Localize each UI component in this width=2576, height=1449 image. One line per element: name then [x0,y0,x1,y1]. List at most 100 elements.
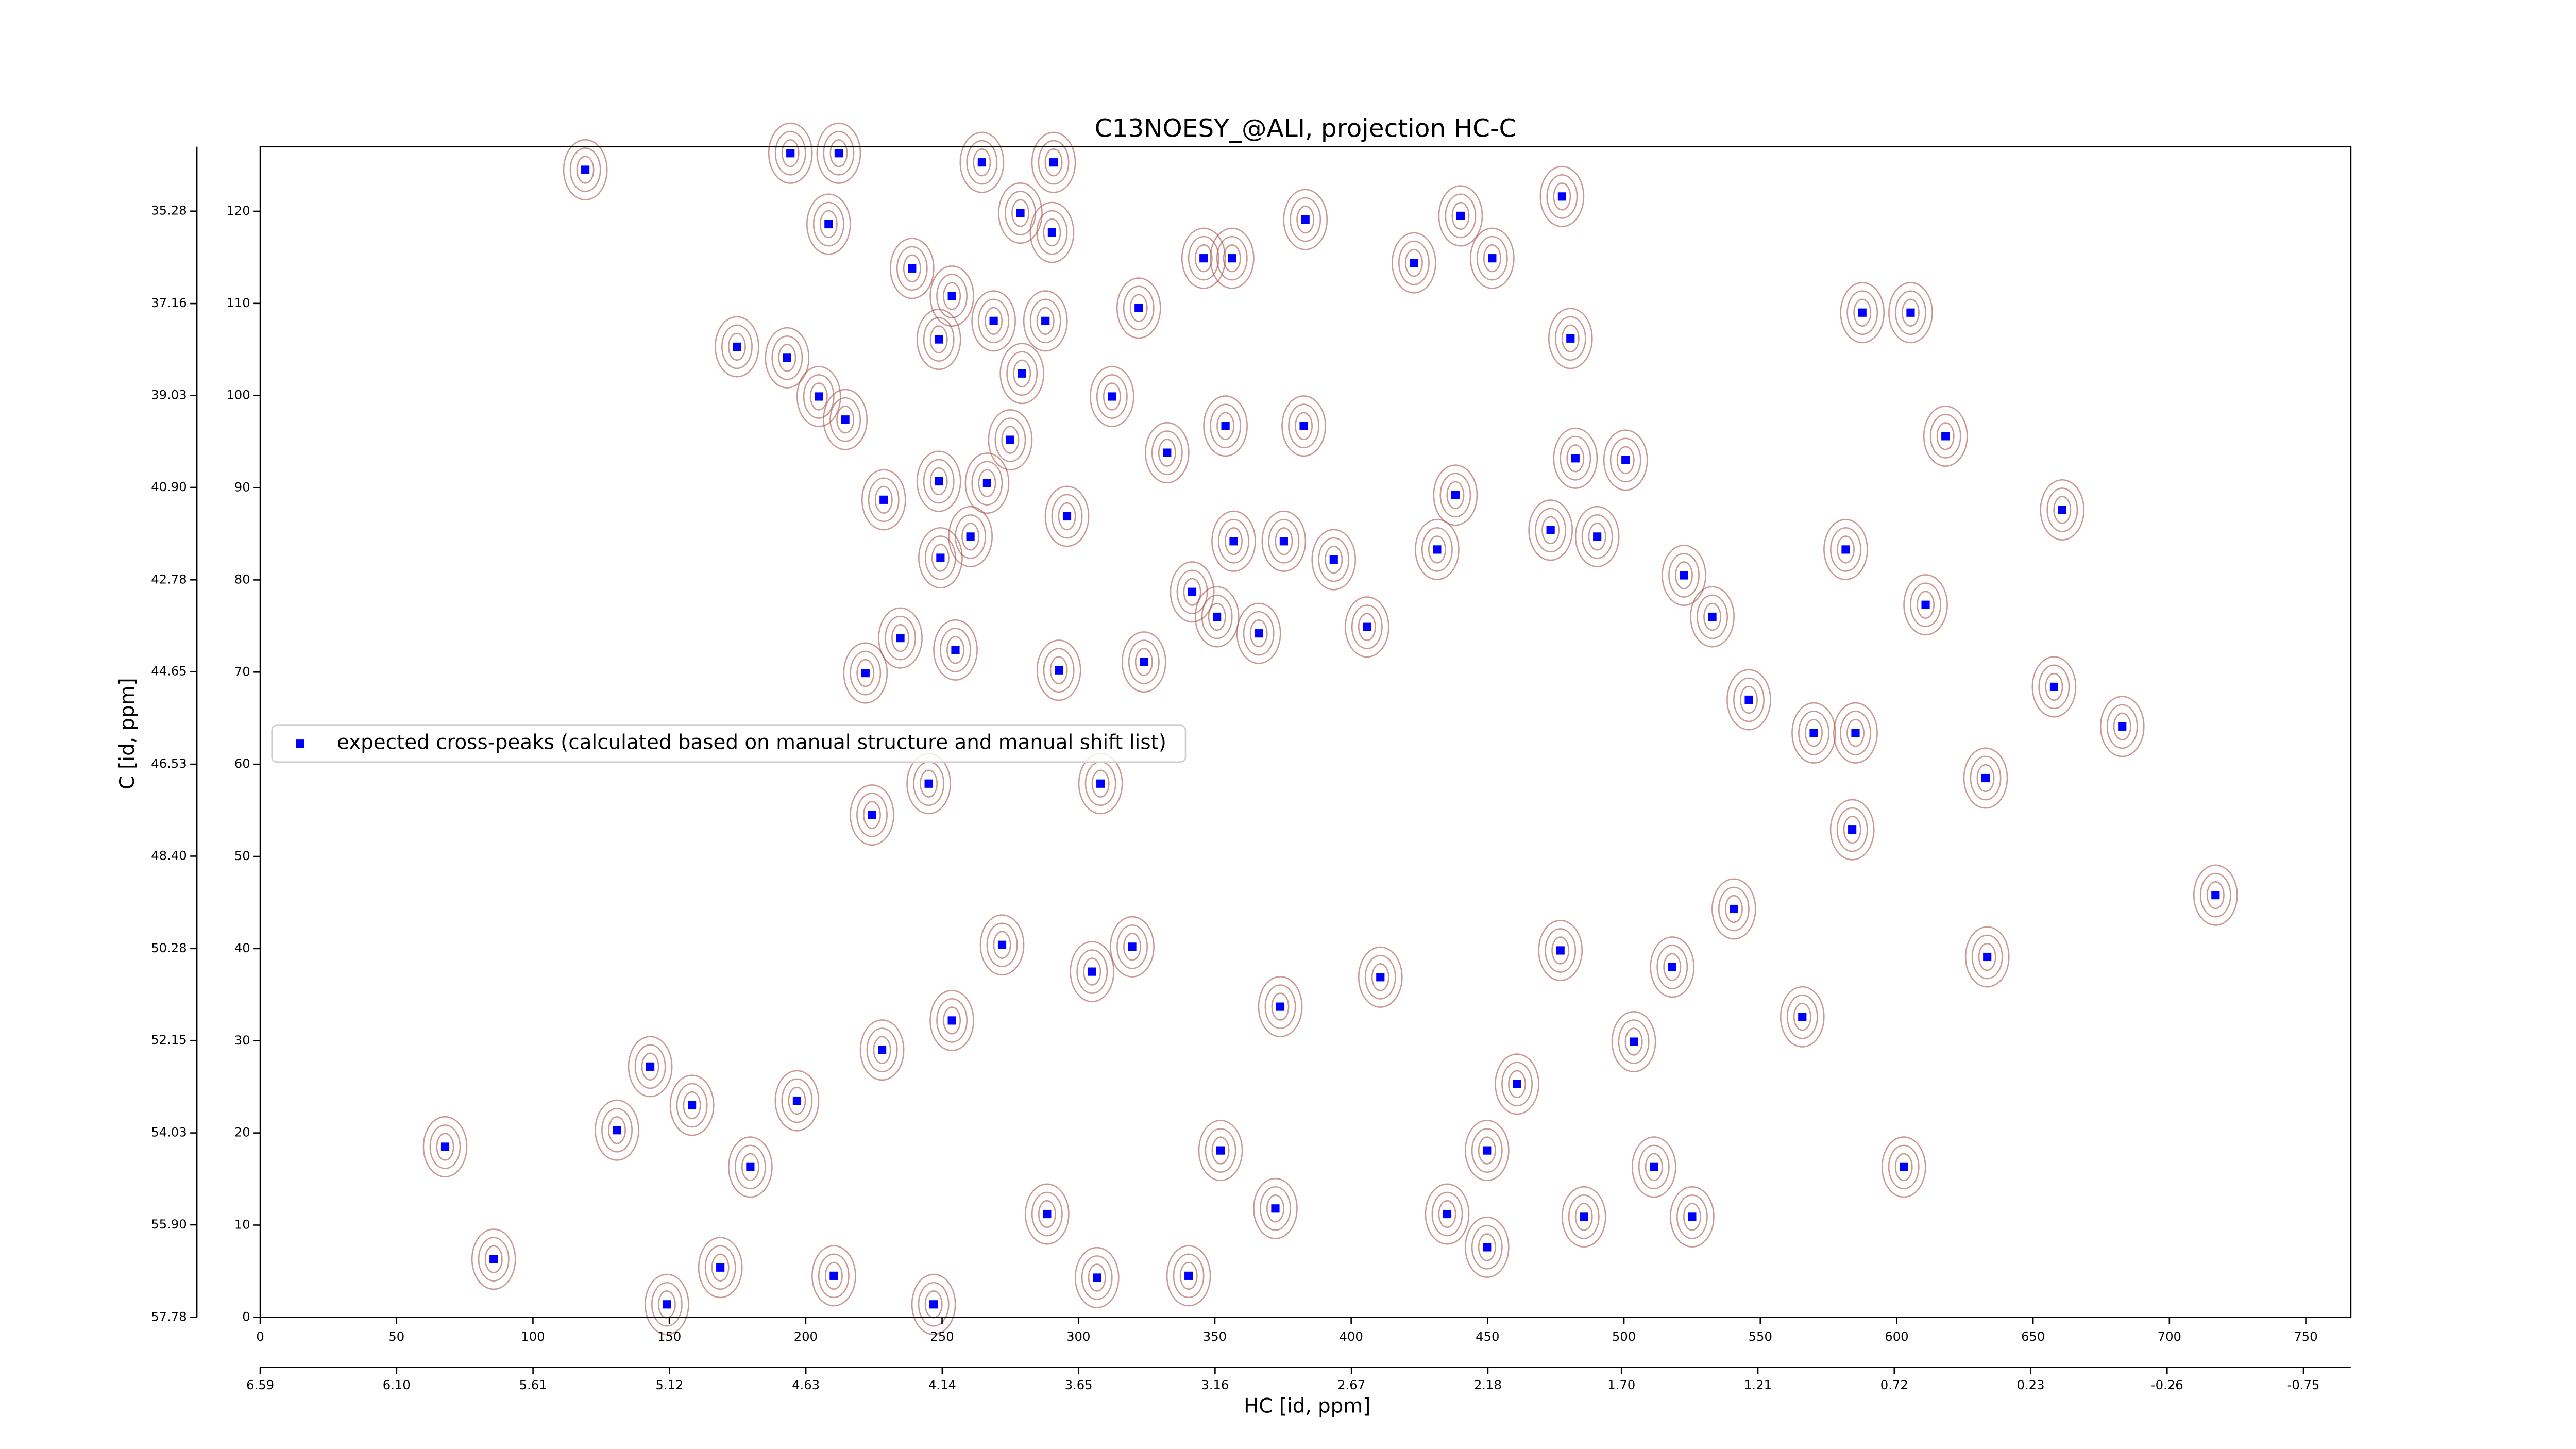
contour [1188,235,1219,281]
cross-peak [1981,773,1990,783]
x2-tick-label: -0.26 [2151,1377,2183,1392]
contour [878,607,923,669]
contour [1535,508,1567,553]
cross-peak [815,392,823,401]
x2-tick-label: 5.12 [655,1377,683,1392]
contour [923,459,955,504]
x2-tick-label: -0.75 [2287,1377,2320,1392]
contour [1001,426,1020,454]
contour [929,467,948,496]
contour [1478,1233,1496,1261]
contour [727,332,746,361]
cross-peak [1199,254,1208,263]
contour [929,989,974,1051]
contour [973,148,991,177]
cross-peak [1093,1273,1101,1282]
legend-label: expected cross-peaks (calculated based o… [337,731,1166,754]
x-tick-label: 200 [794,1329,818,1344]
contour [1917,591,1935,619]
y2-tick-label: 50.28 [151,940,187,955]
contour [788,1086,806,1115]
contour [1043,218,1061,247]
contour [966,140,998,185]
y2-tick-label: 39.03 [151,387,187,402]
contour [1044,148,1063,177]
y-tick-label: 40 [234,940,250,955]
contour [1179,1261,1198,1290]
contour [1548,308,1593,369]
contour [1603,429,1648,491]
contour [1051,494,1083,539]
cross-peak [935,335,943,344]
contour [1043,648,1075,693]
contour [2106,704,2138,749]
contour [896,246,928,291]
contour [1588,523,1606,551]
cross-peak [746,1162,755,1171]
contour [1428,535,1446,564]
x2-tick-label: 1.70 [1607,1377,1635,1392]
contour [429,1124,461,1169]
cross-peak [1228,254,1236,263]
contour [1881,1136,1926,1198]
contour [999,343,1045,405]
contour [1970,755,2002,801]
contour [874,485,893,514]
cross-peak [1546,526,1555,534]
contour [1846,719,1865,747]
contour [1243,611,1275,656]
contour [1205,1128,1236,1173]
x-tick-label: 0 [256,1329,264,1344]
contour [1290,197,1321,242]
cross-peak [1055,666,1063,675]
contour [1901,298,1920,327]
cross-peak [663,1300,671,1309]
contour [1173,1253,1205,1299]
cross-peak [966,532,975,541]
cross-peak [1941,432,1950,441]
contour [1031,131,1076,193]
contour [1439,473,1471,518]
contour [823,389,868,450]
cross-peak [1668,963,1676,971]
contour [1541,516,1560,545]
contour [1793,1003,1811,1031]
contour [936,998,968,1043]
contour [948,506,993,567]
contour [1288,403,1319,449]
contour [929,325,948,353]
contour [1697,594,1728,639]
contour [1203,395,1248,457]
cross-peak [2049,682,2058,692]
cross-peak [1483,1146,1492,1155]
contour [1581,514,1613,559]
x-tick-label: 350 [1203,1329,1227,1344]
contour [1116,277,1161,339]
contour [955,514,987,559]
cross-peak [1708,612,1717,621]
contour [1618,1019,1650,1064]
cross-peak [1809,729,1818,737]
cross-peak [1276,1002,1285,1011]
cross-peak [1571,454,1580,463]
contour [1038,1200,1056,1228]
x-axis-label: HC [id, ppm] [1244,1395,1370,1418]
contour [1676,1194,1708,1239]
contour [651,1282,683,1327]
x2-tick-label: 2.18 [1474,1377,1502,1392]
contour [1038,140,1070,185]
y-tick-label: 90 [234,480,250,495]
contour [683,1091,701,1120]
contour [676,1083,708,1128]
contour [1076,949,1108,994]
y-tick-label: 120 [226,203,250,218]
cross-peak [1128,942,1137,951]
y2-tick-label: 44.65 [151,664,187,679]
contour [1271,992,1290,1021]
contour [1216,235,1248,281]
contour [916,309,961,370]
contour [1724,895,1743,923]
contour [1624,1027,1643,1056]
contour [1181,227,1226,289]
